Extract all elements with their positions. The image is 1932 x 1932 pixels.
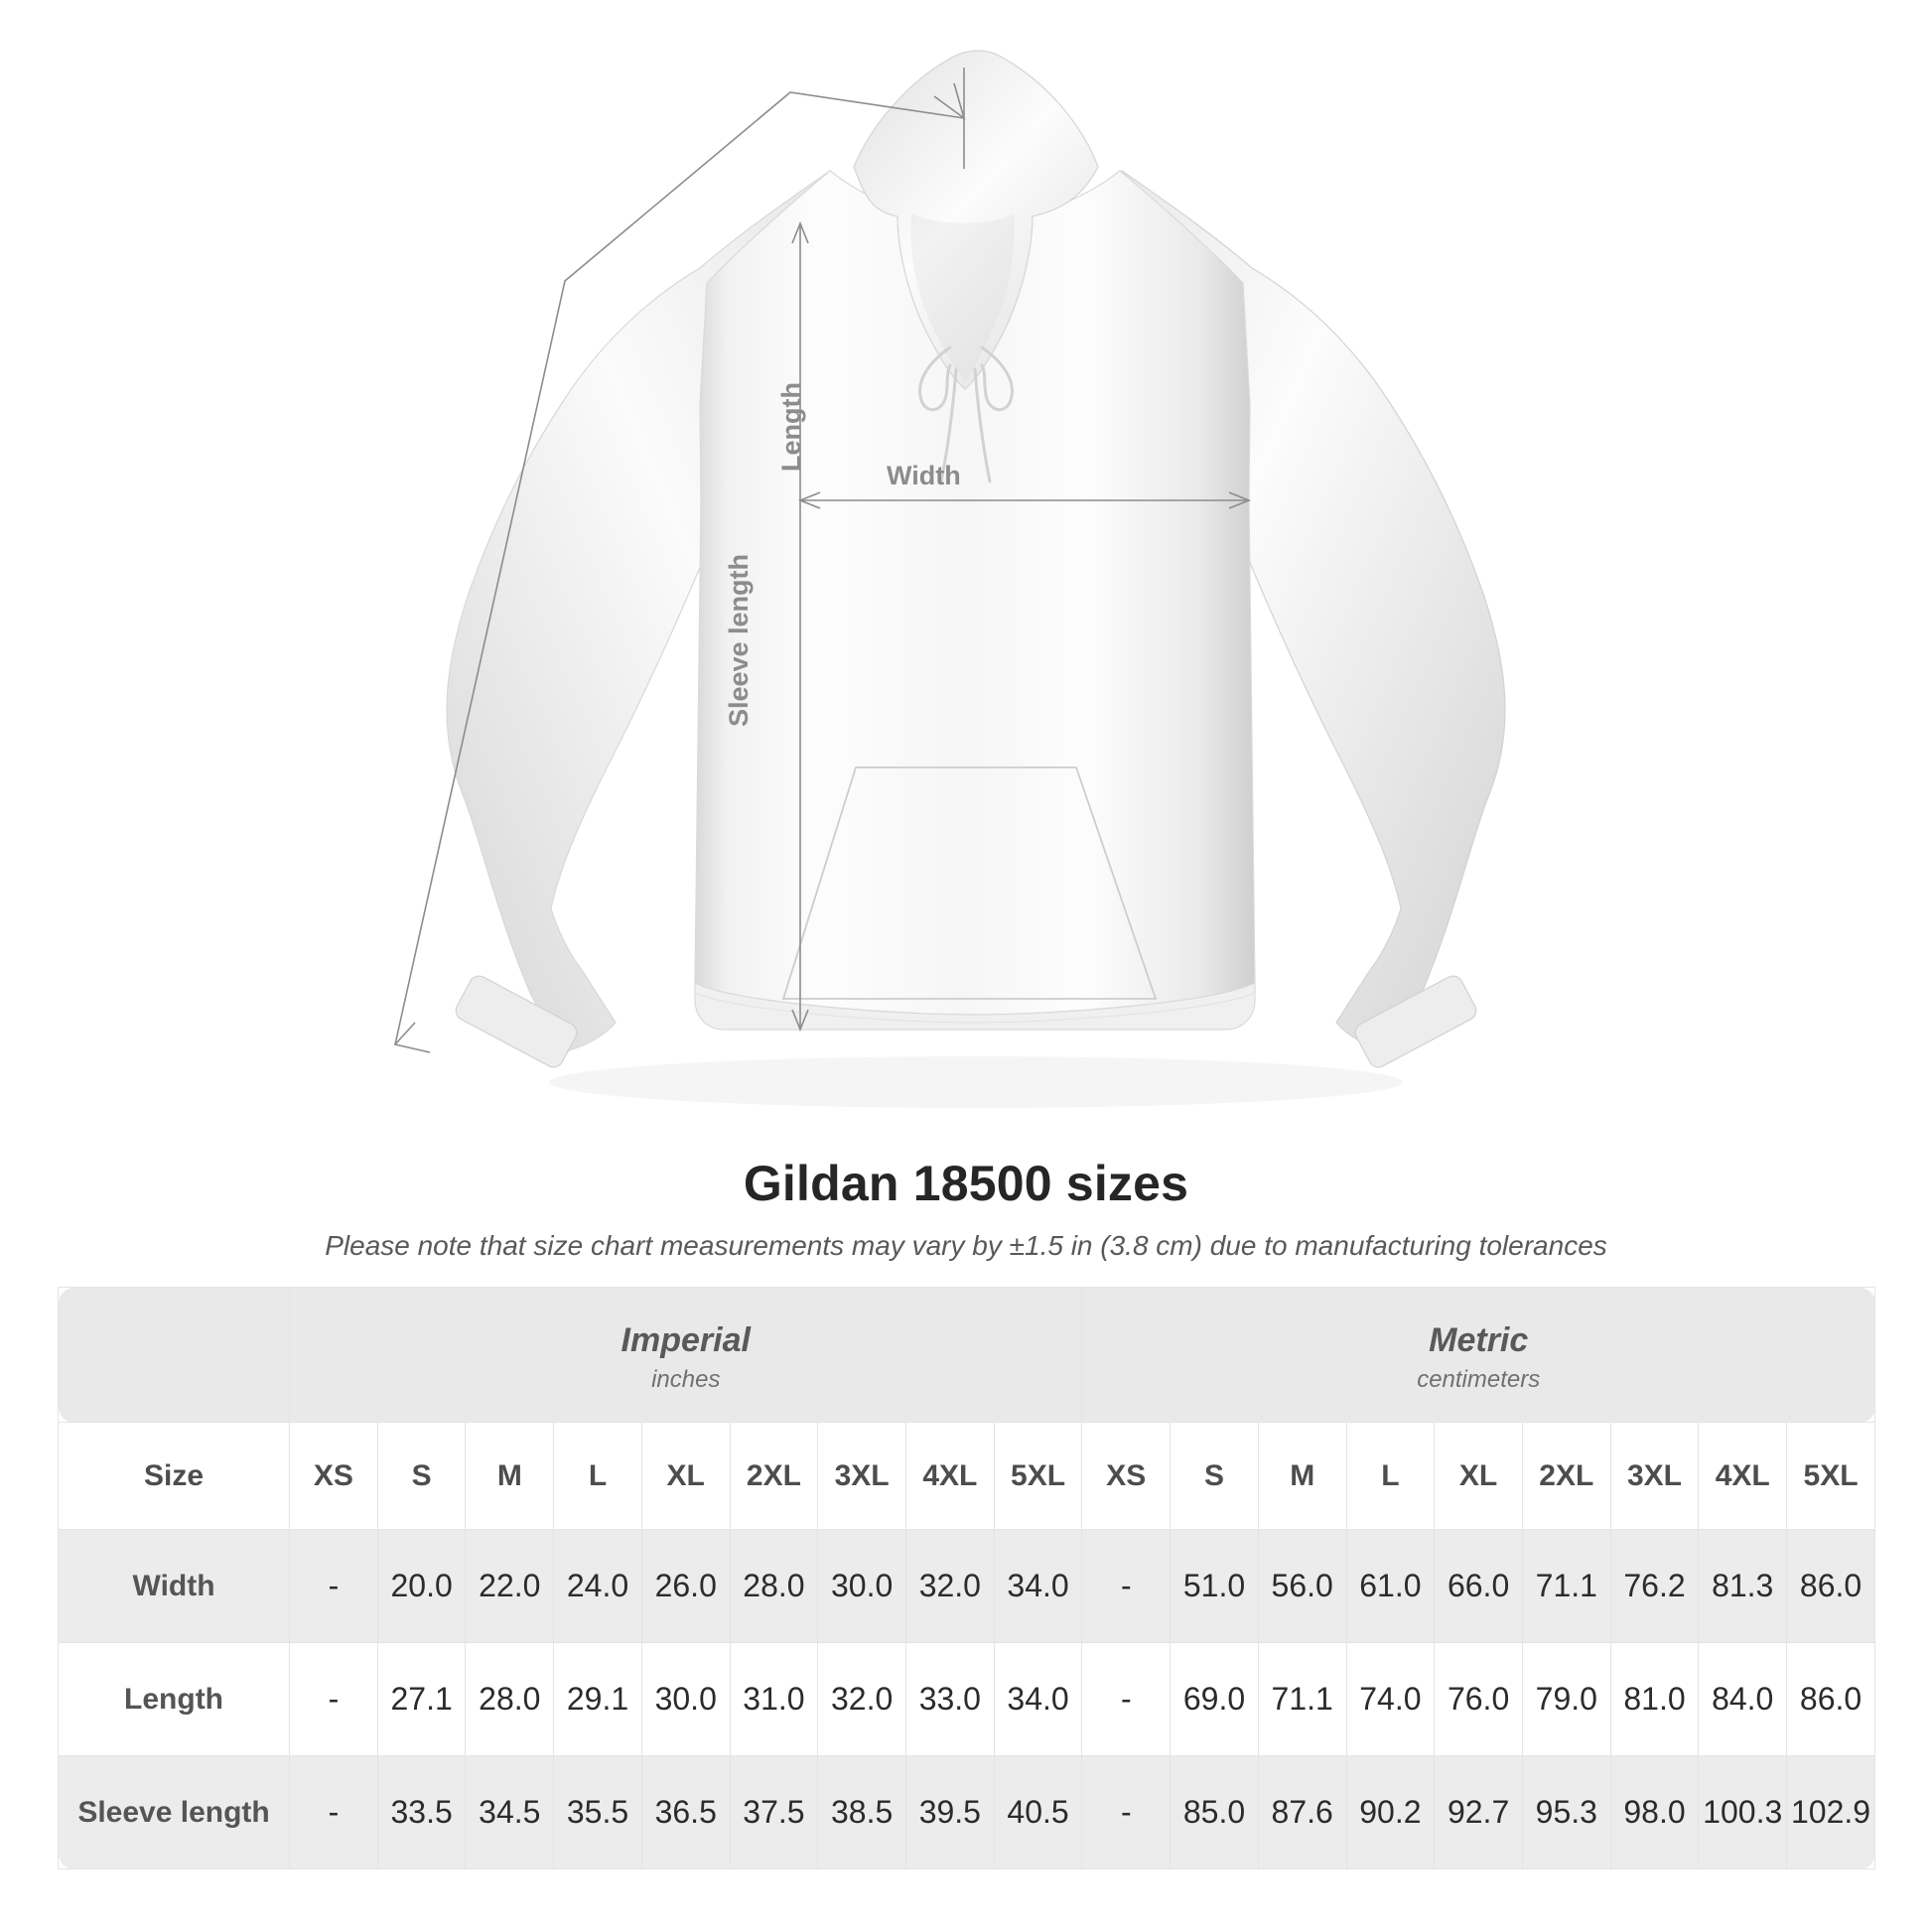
svg-text:Length: Length	[776, 382, 806, 472]
svg-text:Width: Width	[887, 461, 961, 490]
svg-text:Sleeve length: Sleeve length	[724, 554, 754, 727]
